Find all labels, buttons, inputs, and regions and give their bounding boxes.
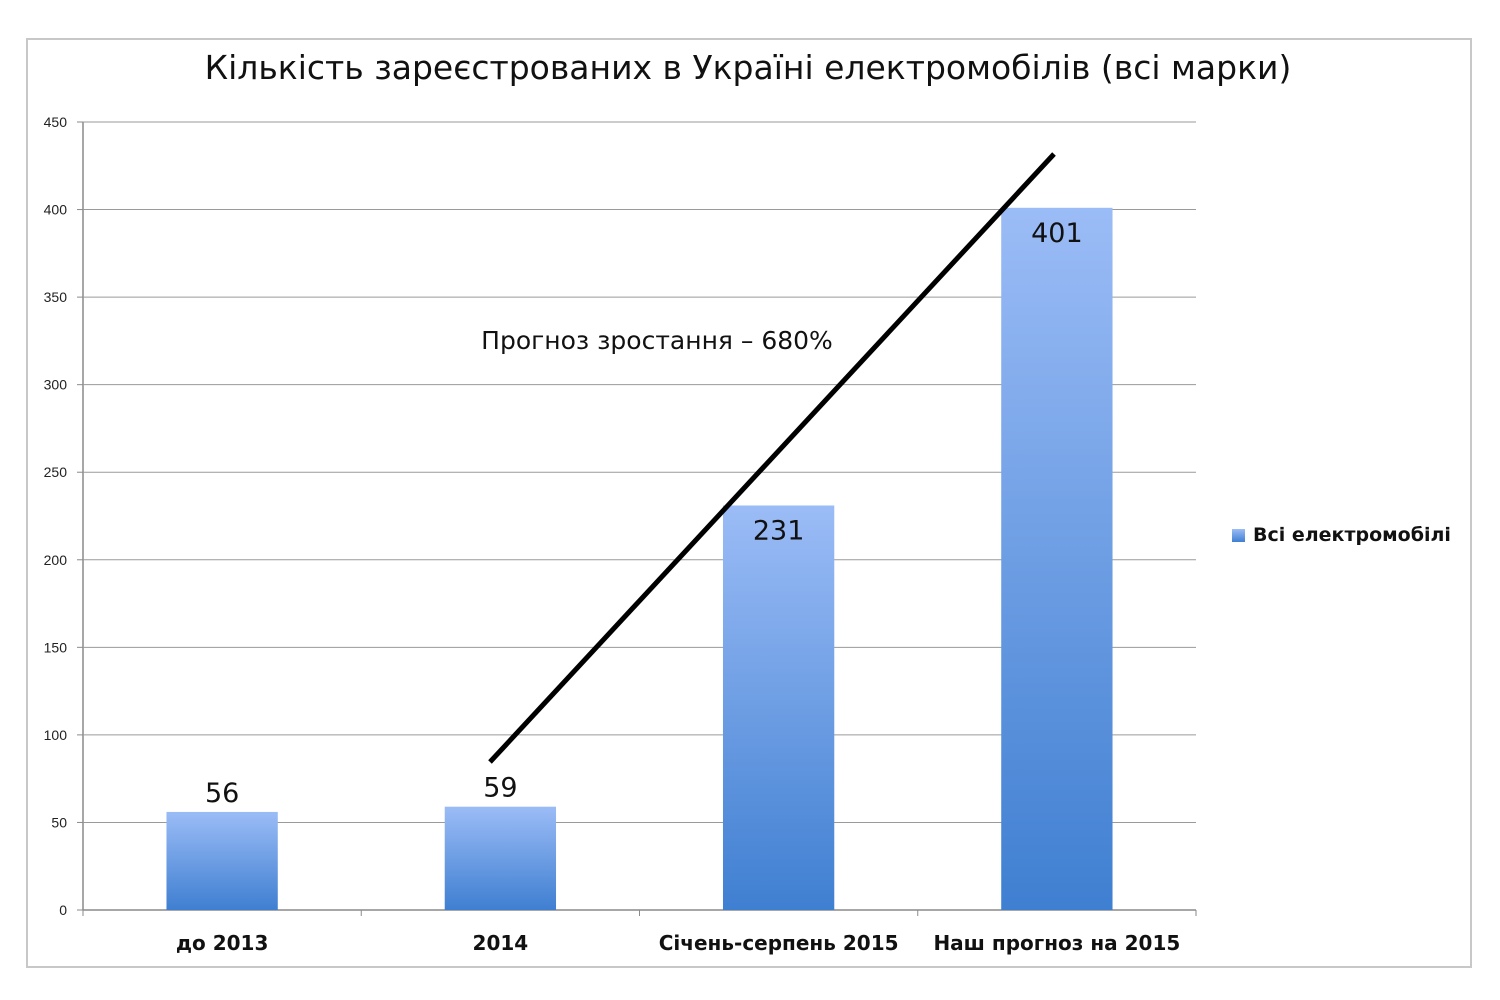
- legend-label: Всі електромобілі: [1253, 524, 1451, 546]
- y-tick-label: 150: [44, 639, 68, 655]
- y-tick-label: 0: [59, 902, 67, 918]
- y-tick-label: 300: [44, 377, 68, 393]
- y-tick-label: 450: [44, 114, 68, 130]
- chart-title: Кількість зареєстрованих в Україні елект…: [204, 48, 1292, 87]
- y-tick-label: 100: [44, 727, 68, 743]
- x-tick-label: до 2013: [176, 931, 269, 955]
- data-label: 231: [753, 515, 805, 546]
- y-tick-label: 250: [44, 464, 68, 480]
- bar: [166, 811, 278, 910]
- chart-frame: [26, 38, 1472, 968]
- x-tick-label: 2014: [473, 931, 529, 955]
- x-tick-label: Наш прогноз на 2015: [933, 931, 1180, 955]
- data-label: 59: [483, 773, 517, 804]
- trend-line: [488, 152, 1056, 764]
- bar: [722, 505, 835, 910]
- y-tick-label: 400: [44, 202, 68, 218]
- y-tick-label: 350: [44, 289, 68, 305]
- legend: Всі електромобілі: [1232, 524, 1451, 546]
- data-label: 56: [205, 778, 239, 809]
- x-tick-label: Січень-серпень 2015: [659, 931, 899, 955]
- bar: [444, 806, 557, 910]
- bar: [1001, 207, 1113, 910]
- legend-swatch: [1232, 528, 1245, 542]
- data-label: 401: [1031, 218, 1083, 249]
- y-tick-label: 50: [51, 814, 67, 830]
- y-tick-label: 200: [44, 552, 68, 568]
- growth-annotation: Прогноз зростання – 680%: [481, 326, 833, 355]
